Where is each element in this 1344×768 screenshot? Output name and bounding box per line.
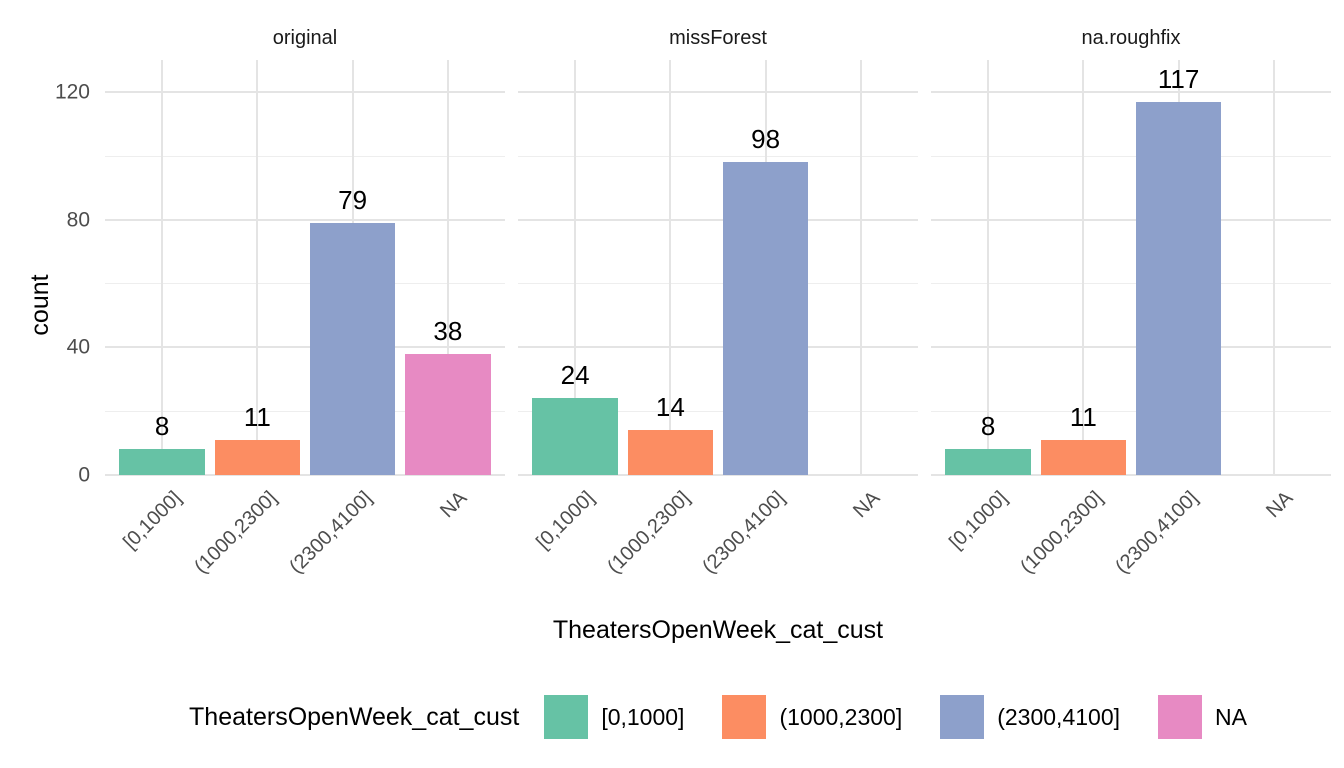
bar [119,449,205,475]
bar-value-label: 38 [433,315,463,346]
gridline-major [105,218,505,221]
x-axis-title: TheatersOpenWeek_cat_cust [552,616,884,644]
legend-swatch [722,695,767,739]
gridline-minor [518,411,918,413]
x-tick-label: (1000,2300] [1015,487,1107,579]
bar-value-label: 8 [980,411,996,442]
legend-swatch [1158,695,1203,739]
x-tick-label: NA [1262,487,1298,523]
legend-item: (1000,2300] [722,695,902,739]
gridline-major [105,346,505,349]
gridline-vertical [669,60,672,475]
x-tick-label: (1000,2300] [602,487,694,579]
legend-label: [0,1000] [601,703,685,730]
x-tick-label: [0,1000] [945,487,1012,554]
gridline-minor [931,411,1331,413]
gridline-major [518,218,918,221]
gridline-major [931,90,1331,93]
y-tick-label: 40 [66,335,90,359]
x-tick-label: (2300,4100] [1111,487,1203,579]
gridline-minor [931,283,1331,285]
gridline-major [931,218,1331,221]
legend-item: [0,1000] [544,695,684,739]
gridline-vertical [859,60,862,475]
x-tick-label: (2300,4100] [698,487,790,579]
bar [945,449,1031,475]
y-tick-label: 120 [54,80,90,104]
bar [309,222,396,475]
bar-value-label: 24 [560,360,590,391]
legend-swatch [544,695,589,739]
legend-item: (2300,4100] [940,695,1120,739]
gridline-minor [931,155,1331,157]
bar-value-label: 11 [243,401,271,432]
legend-item: NA [1158,695,1247,739]
gridline-vertical [987,60,990,475]
bar-value-label: 117 [1157,63,1200,94]
bar [627,430,714,475]
gridline-vertical [446,60,449,475]
bar [722,162,809,475]
x-tick-label: NA [849,487,885,523]
bar-value-label: 79 [338,184,368,215]
bar [532,398,618,475]
gridline-major [931,474,1331,476]
legend-swatch [940,695,985,739]
x-tick-label: (2300,4100] [285,487,377,579]
legend-items: [0,1000] (1000,2300] (2300,4100] NA [544,695,1247,739]
facet-strip-label: na.roughfix [1081,27,1181,49]
gridline-minor [105,155,505,157]
gridline-major [931,346,1331,349]
bar [214,439,301,475]
facet-panel: 8 11 79 38 [105,60,505,476]
gridline-vertical [161,60,164,475]
gridline-minor [518,155,918,157]
legend-label: (1000,2300] [779,703,903,730]
legend-label: (2300,4100] [997,703,1121,730]
bar-value-label: 14 [655,392,685,423]
bar-value-label: 8 [154,411,170,442]
bar [405,353,491,475]
legend-title: TheatersOpenWeek_cat_cust [189,702,520,731]
facet-strip-label: missForest [669,27,767,49]
y-tick-label: 0 [78,463,90,487]
facet-panel: 8 11 117 [931,60,1331,476]
gridline-major [105,474,505,476]
gridline-major [518,90,918,93]
bar [1040,439,1127,475]
gridline-minor [105,283,505,285]
x-tick-label: [0,1000] [119,487,186,554]
legend-label: NA [1215,703,1247,730]
gridline-vertical [1272,60,1275,475]
facet-panel: 24 14 98 [518,60,918,476]
gridline-major [518,346,918,349]
legend: TheatersOpenWeek_cat_cust [0,1000] (1000,… [105,692,1331,742]
facet-strip-label: original [272,27,338,49]
x-tick-label: NA [436,487,472,523]
y-axis-title: count [26,274,54,336]
bar [1135,101,1222,475]
gridline-minor [105,411,505,413]
bar-value-label: 11 [1069,401,1097,432]
gridline-vertical [1082,60,1085,475]
x-tick-label: [0,1000] [532,487,599,554]
gridline-minor [518,283,918,285]
y-tick-label: 80 [66,208,90,232]
gridline-major [518,474,918,476]
gridline-vertical [574,60,577,475]
bar-value-label: 98 [751,124,781,155]
gridline-major [105,90,505,93]
x-tick-label: (1000,2300] [189,487,281,579]
gridline-vertical [256,60,259,475]
